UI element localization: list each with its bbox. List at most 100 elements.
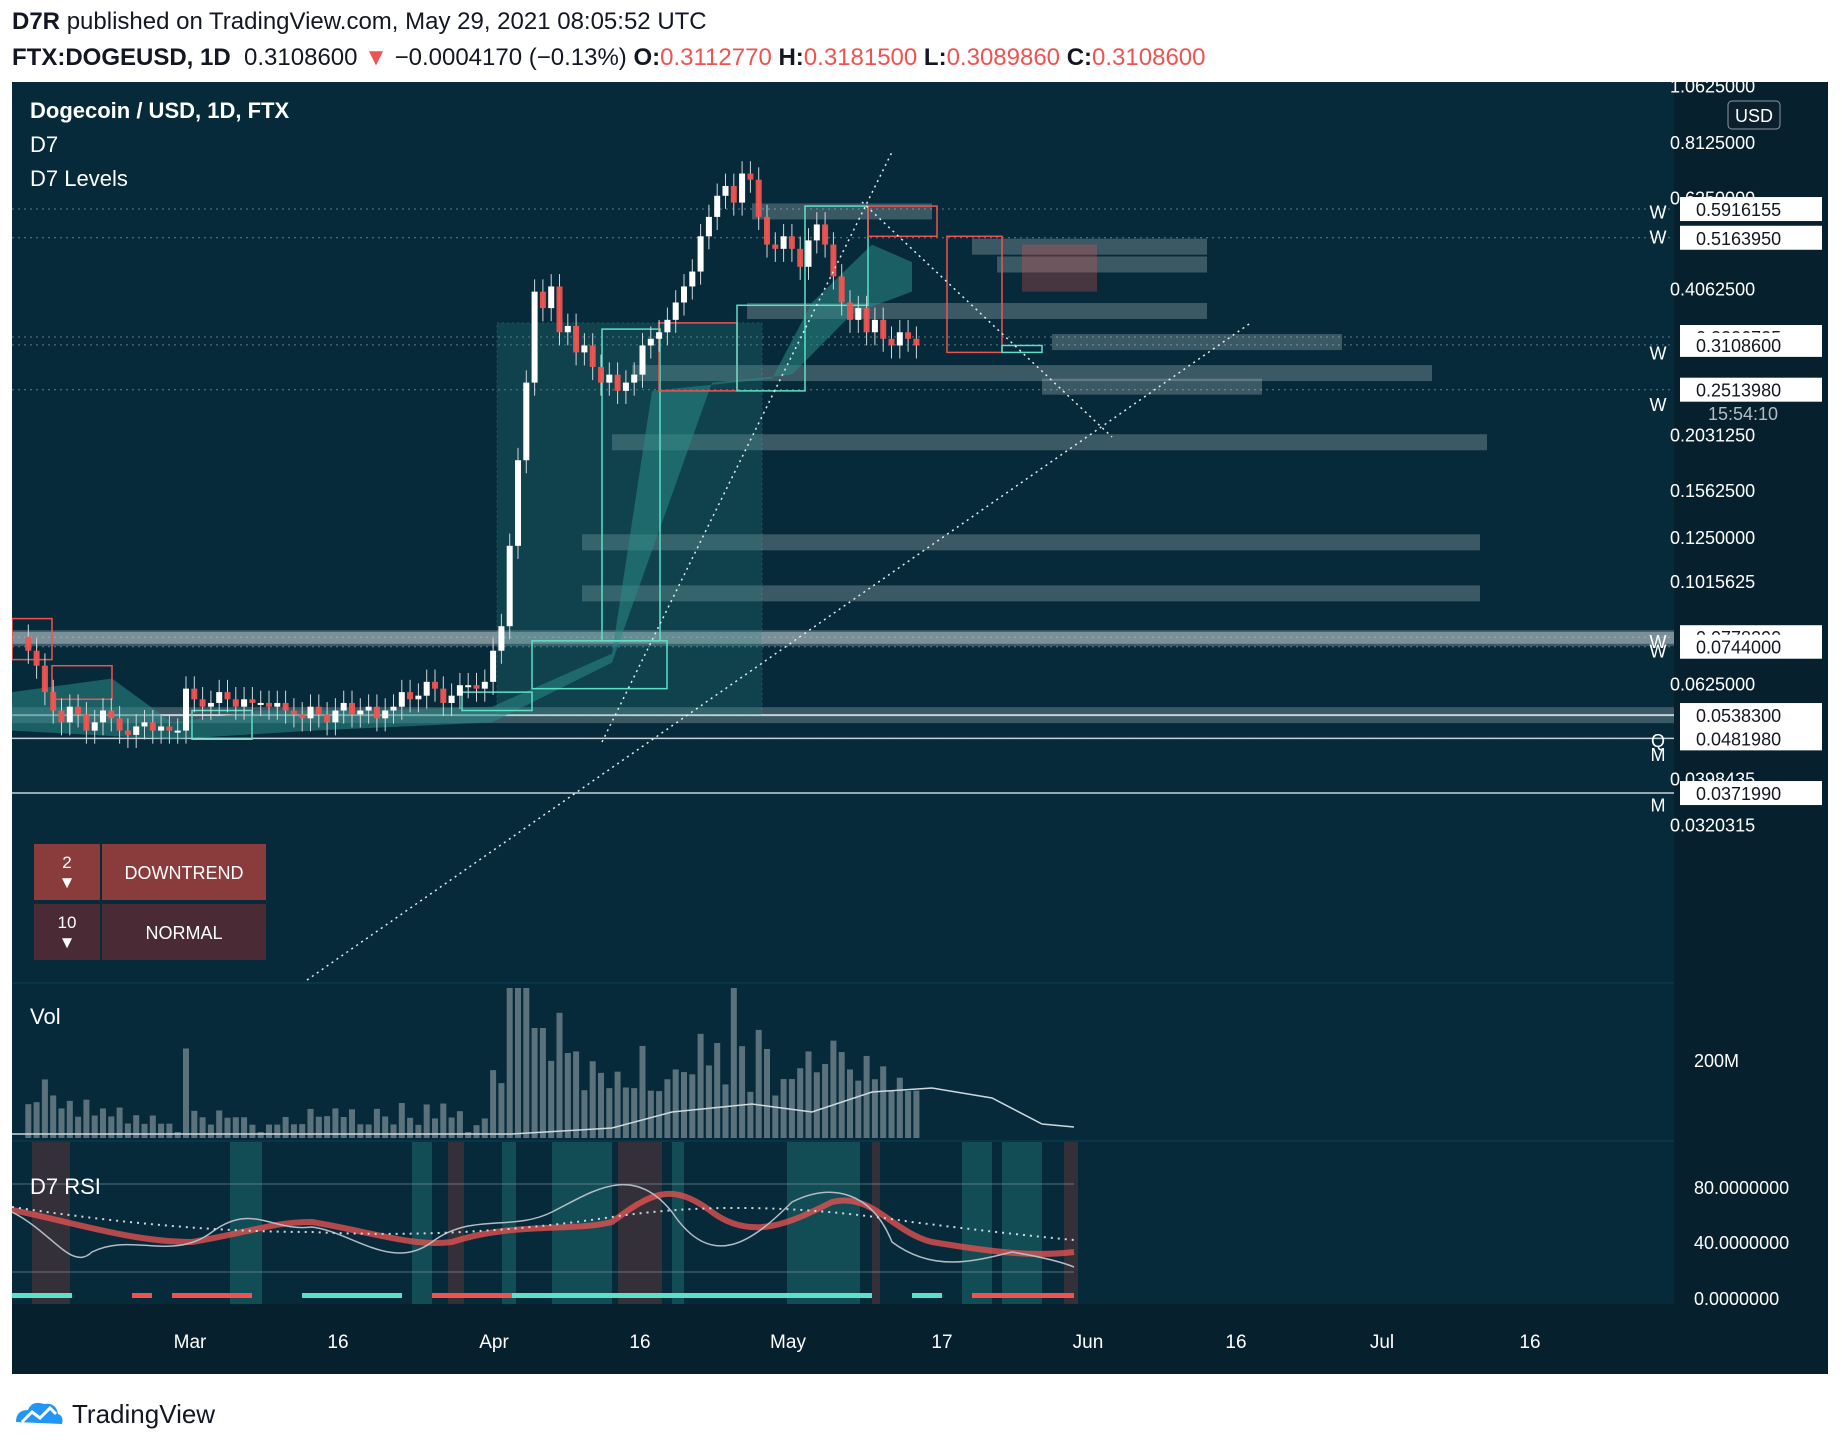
candle-body: [672, 302, 679, 320]
currency-button[interactable]: [1727, 100, 1781, 130]
volume-bar: [83, 1099, 90, 1138]
symbol-name: FTX:DOGEUSD, 1D: [12, 44, 231, 71]
candle-body: [398, 692, 405, 707]
price-chart[interactable]: Dogecoin / USD, 1D, FTX D7 D7 Levels 2 ▼…: [12, 82, 1828, 1374]
rsi-state-strip: [972, 1293, 1074, 1298]
pane-divider[interactable]: [12, 1140, 1674, 1142]
candle-body: [166, 726, 173, 731]
volume-bar: [871, 1079, 878, 1138]
price-label-badge: [1680, 634, 1822, 659]
candle-body: [390, 706, 397, 711]
high-label: H:: [778, 44, 804, 71]
volume-bar: [349, 1109, 355, 1138]
candle-body: [465, 685, 472, 688]
rsi-highlight: [872, 1142, 880, 1304]
volume-bar: [58, 1108, 65, 1138]
volume-bar: [25, 1104, 32, 1138]
volume-bar: [340, 1116, 347, 1138]
chart-frame[interactable]: Dogecoin / USD, 1D, FTX D7 D7 Levels 2 ▼…: [12, 82, 1828, 1374]
candle-body: [41, 665, 48, 693]
volume-bar: [855, 1080, 862, 1138]
rsi-highlight: [448, 1142, 464, 1304]
candle-body: [432, 681, 438, 689]
volume-bar: [108, 1116, 115, 1138]
rsi-highlight: [230, 1142, 262, 1304]
rsi-highlight: [502, 1142, 516, 1304]
volume-title[interactable]: Vol: [30, 1004, 61, 1029]
volume-bar: [705, 1065, 712, 1138]
candle-body: [290, 710, 297, 715]
candle-body: [797, 248, 804, 267]
rsi-title[interactable]: D7 RSI: [30, 1174, 101, 1199]
price-label: 0.0744000: [1696, 638, 1781, 658]
legend-indicator-d7-levels[interactable]: D7 Levels: [30, 166, 128, 191]
volume-bar: [755, 1029, 762, 1138]
volume-bar: [647, 1090, 654, 1138]
rsi-state-strip: [432, 1293, 512, 1298]
candle-body: [66, 706, 73, 723]
level-zone: [612, 434, 1487, 451]
legend-indicator-d7[interactable]: D7: [30, 132, 58, 157]
publisher-name[interactable]: D7R: [12, 8, 61, 35]
candle-body: [207, 702, 214, 707]
candle-body: [805, 240, 812, 267]
pane-divider[interactable]: [12, 982, 1674, 984]
price-label: 0.5163950: [1696, 229, 1781, 249]
candle-body: [880, 319, 887, 339]
candle-body: [324, 714, 331, 723]
x-tick-label: 17: [931, 1332, 952, 1353]
candle-body: [896, 332, 903, 346]
level-marker: Q: [1651, 731, 1665, 751]
volume-bar: [822, 1063, 829, 1138]
volume-ma-line: [12, 1087, 1075, 1135]
volume-bar: [257, 1132, 264, 1138]
volume-bars: [12, 988, 1075, 1138]
candle-body: [515, 460, 521, 546]
candle-body: [830, 244, 837, 277]
price-label-badge: [1680, 377, 1822, 402]
volume-bar: [631, 1088, 638, 1138]
tradingview-logo-icon: [16, 1402, 63, 1424]
level-zone: [1042, 378, 1262, 395]
candle-body: [108, 710, 115, 719]
rsi-highlight: [618, 1142, 662, 1304]
d7-box: [601, 328, 661, 642]
footer-brand[interactable]: TradingView: [12, 1394, 215, 1434]
x-tick-label: Jun: [1073, 1332, 1104, 1353]
y-tick-label: 0.4062500: [1670, 279, 1755, 299]
volume-bar: [913, 1090, 920, 1138]
rsi-line: [12, 1183, 1075, 1268]
volume-bar: [465, 1132, 472, 1138]
main-pane-bg: [12, 82, 1674, 982]
candle-body: [481, 681, 488, 689]
candle-body: [199, 699, 206, 707]
level-marker: W: [1650, 202, 1667, 222]
rsi-state-strip: [912, 1293, 942, 1298]
candle-body: [456, 685, 463, 696]
volume-bar: [490, 1070, 497, 1138]
candle-body: [440, 688, 447, 703]
volume-bar: [813, 1072, 820, 1138]
d7-zone: [496, 322, 763, 716]
legend-title[interactable]: Dogecoin / USD, 1D, FTX: [30, 98, 289, 123]
rsi-highlight: [1002, 1142, 1042, 1304]
volume-bar: [373, 1108, 380, 1138]
volume-bar: [598, 1072, 604, 1138]
candle-body: [274, 702, 281, 707]
trend-count: 10: [58, 913, 77, 932]
candle-body: [116, 718, 123, 731]
candle-body: [423, 681, 430, 696]
volume-bar: [556, 1012, 563, 1138]
rsi-tick-label: 40.0000000: [1694, 1233, 1789, 1253]
trend-line[interactable]: [601, 151, 893, 743]
volume-bar: [365, 1124, 372, 1138]
trend-cell: [102, 844, 266, 900]
time-scale[interactable]: [12, 1304, 1674, 1374]
candle-body: [523, 382, 530, 461]
volume-bar: [506, 988, 513, 1138]
y-tick-label: 0.0625000: [1670, 675, 1755, 695]
candle-body: [349, 702, 355, 715]
volume-bar: [772, 1095, 779, 1138]
level-zone: [12, 631, 1674, 644]
footer-brand-text: TradingView: [72, 1398, 216, 1429]
